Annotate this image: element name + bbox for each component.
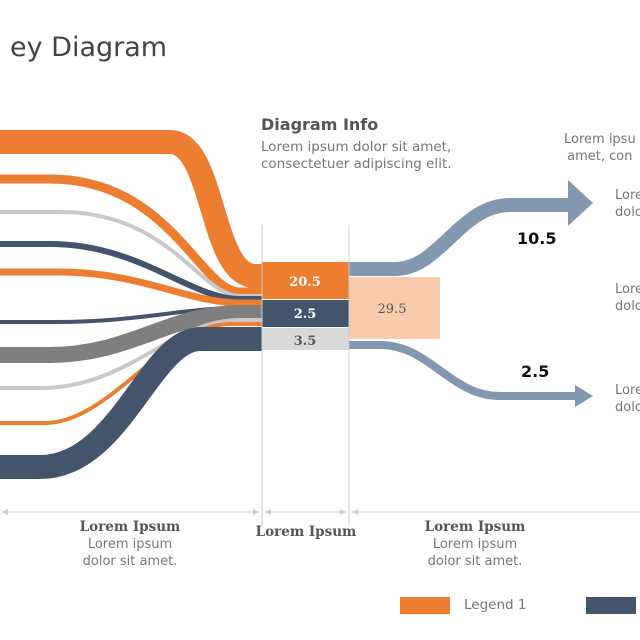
right-header: Lorem ipsu amet, con	[564, 132, 636, 164]
output-value-top: 10.5	[517, 229, 557, 248]
right-item-2: Lore dolo	[615, 282, 640, 314]
node-value-3: 3.5	[294, 334, 317, 349]
right-item-3: Lore dolo	[615, 383, 640, 415]
flow-navy-1	[0, 241, 262, 302]
out-flow-top	[349, 198, 570, 276]
node-lightgray	[262, 328, 349, 350]
section-1: Lorem Ipsum Lorem ipsum dolor sit amet.	[79, 519, 181, 569]
flow-orange-4	[0, 322, 262, 425]
node-navy	[262, 300, 349, 327]
out-flow-bottom	[349, 341, 575, 400]
flow-lightgray-2	[0, 318, 262, 390]
flow-navy-3	[0, 327, 262, 479]
info-heading: Diagram Info	[261, 115, 379, 134]
page-title: ey Diagram	[10, 32, 168, 63]
info-body: Lorem ipsum dolor sit amet, consectetuer …	[261, 139, 452, 172]
legend-swatch-2	[586, 597, 636, 614]
flow-orange-3	[0, 268, 262, 307]
arrow-head-bottom	[575, 385, 593, 407]
right-item-1: Lore dolo	[615, 188, 640, 220]
section-3: Lorem Ipsum Lorem ipsum dolor sit amet.	[424, 519, 526, 569]
node-orange	[262, 262, 349, 299]
flow-lightgray-1	[0, 210, 262, 298]
legend-label-1: Legend 1	[464, 597, 527, 613]
flow-orange-1	[0, 130, 262, 288]
flow-gray-1	[0, 305, 262, 363]
node-value-total: 29.5	[378, 302, 407, 317]
flow-orange-2	[0, 174, 262, 297]
legend-swatch-1	[400, 597, 450, 614]
section-2: Lorem Ipsum	[255, 524, 357, 540]
node-value-2: 2.5	[294, 307, 317, 322]
node-peach	[349, 277, 440, 339]
node-value-1: 20.5	[289, 275, 321, 290]
arrow-head-top	[568, 180, 593, 226]
output-value-bottom: 2.5	[521, 362, 550, 381]
